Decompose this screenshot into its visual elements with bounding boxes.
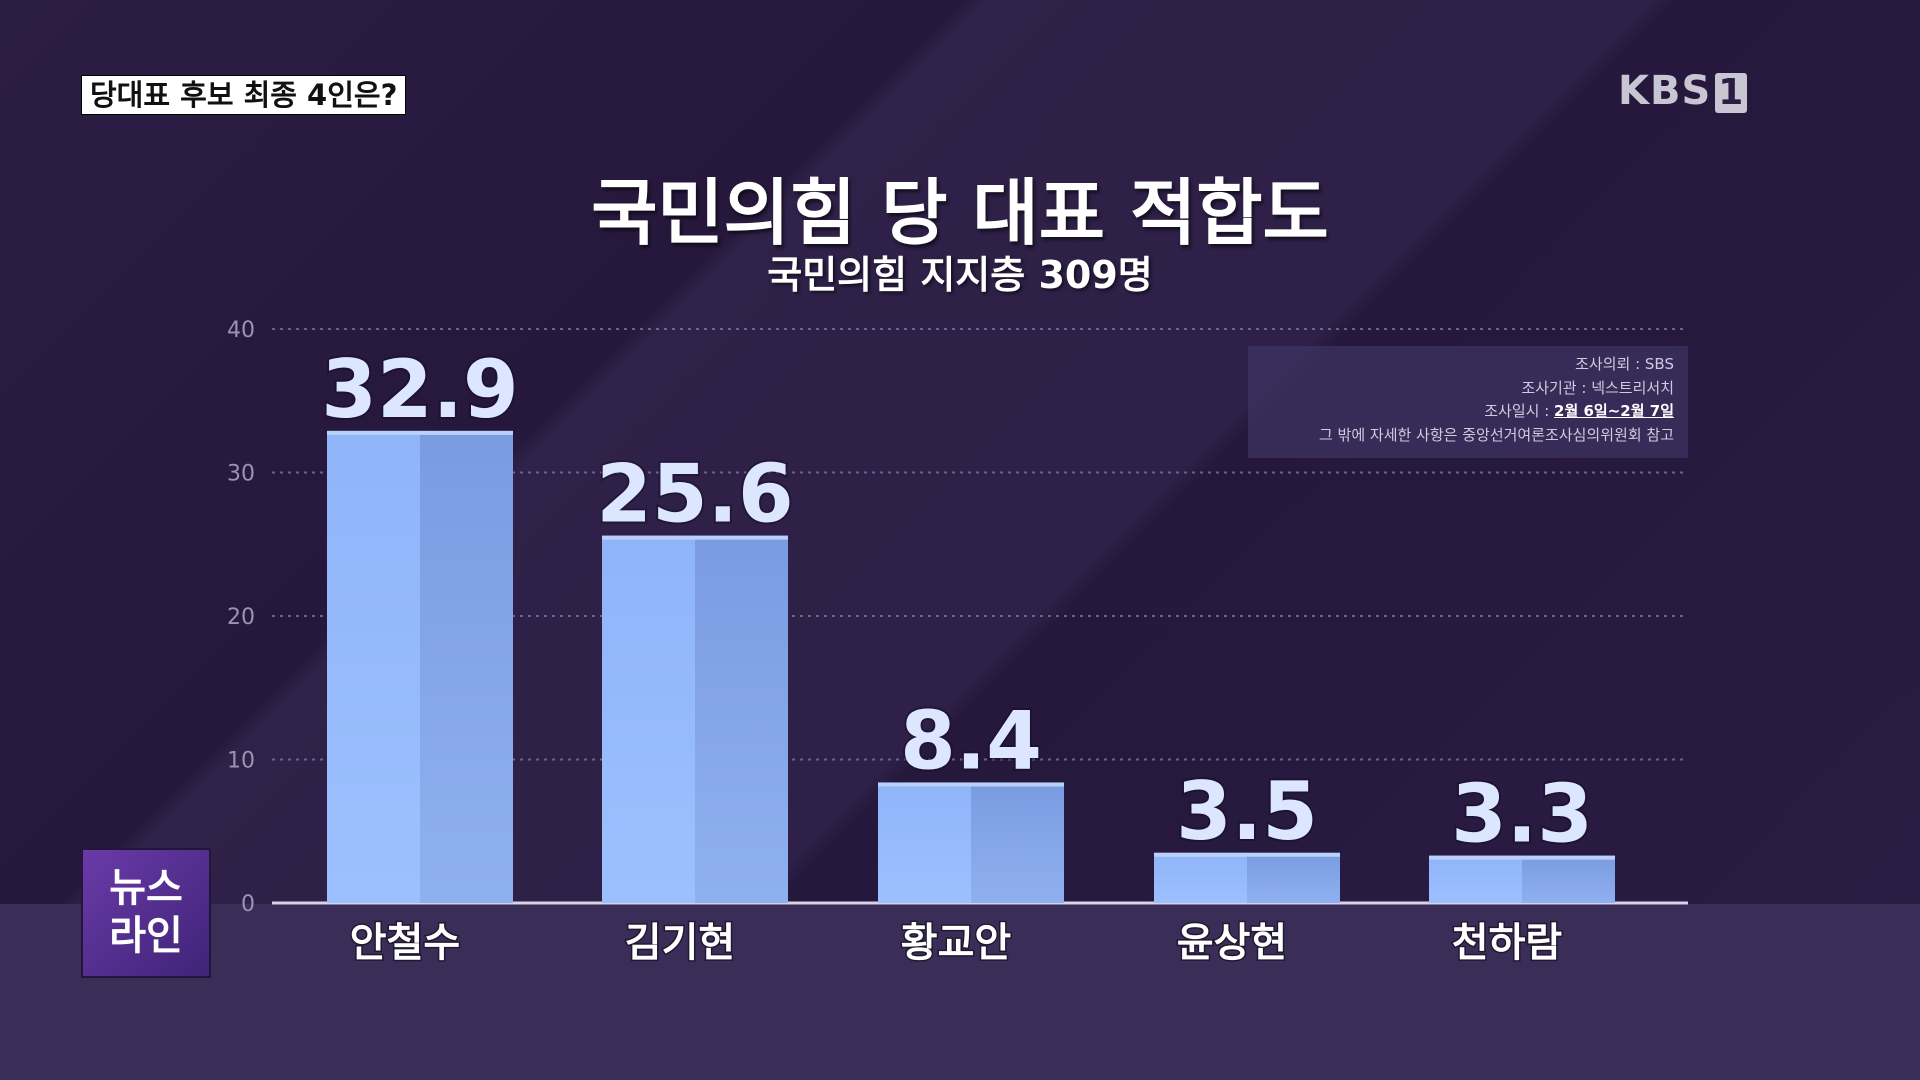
- bar-3-top-edge: [1154, 852, 1340, 857]
- bar-4-top-edge: [1429, 855, 1615, 860]
- bar-2-left: [878, 782, 971, 903]
- bar-3-left: [1154, 852, 1247, 903]
- y-tick-label-20: 20: [227, 605, 255, 630]
- chart-title: 국민의힘 당 대표 적합도: [591, 171, 1329, 255]
- info-requester: 조사의뢰 : SBS: [1575, 355, 1674, 373]
- newsline-badge: 뉴스 라인: [81, 848, 211, 978]
- bar-value-label-2: 8.4: [900, 694, 1042, 787]
- y-tick-label-0: 0: [241, 892, 255, 917]
- newsline-badge-line1: 뉴스: [109, 865, 183, 911]
- bar-1-top-edge: [602, 535, 788, 540]
- y-tick-label-40: 40: [227, 318, 255, 343]
- chart-subtitle: 국민의힘 지지층 309명: [767, 253, 1153, 297]
- bottom-band: [0, 904, 1920, 1080]
- kbs-logo: KBS 1: [1618, 68, 1764, 114]
- bar-4-right: [1522, 855, 1615, 903]
- bar-value-label-3: 3.5: [1176, 765, 1318, 858]
- info-dates-value: 2월 6일~2월 7일: [1554, 402, 1674, 420]
- bar-2-right: [971, 782, 1064, 903]
- topic-caption: 당대표 후보 최종 4인은?: [81, 75, 407, 115]
- kbs-logo-text: KBS: [1618, 68, 1712, 114]
- info-agency: 조사기관 : 넥스트리서치: [1521, 378, 1674, 397]
- newsline-badge-line2: 라인: [109, 913, 183, 959]
- bar-0-right: [420, 430, 513, 903]
- bar-0-top-edge: [327, 430, 513, 435]
- x-category-label-0: 안철수: [350, 920, 460, 966]
- x-category-label-4: 천하람: [1452, 920, 1563, 966]
- x-category-label-3: 윤상현: [1177, 920, 1287, 966]
- y-tick-label-10: 10: [227, 749, 255, 774]
- bar-0-left: [327, 430, 420, 903]
- bar-value-label-0: 32.9: [321, 343, 518, 436]
- bar-1-left: [602, 535, 695, 903]
- x-category-label-2: 황교안: [901, 920, 1012, 966]
- y-tick-label-30: 30: [227, 462, 255, 487]
- bar-2-top-edge: [878, 782, 1064, 787]
- info-dates: 조사일시 : 2월 6일~2월 7일: [1262, 400, 1674, 424]
- kbs-logo-number: 1: [1715, 73, 1748, 113]
- info-note: 그 밖에 자세한 사항은 중앙선거여론조사심의위원회 참고: [1318, 425, 1674, 444]
- bar-value-label-1: 25.6: [596, 448, 793, 541]
- survey-info-box: 조사의뢰 : SBS 조사기관 : 넥스트리서치 조사일시 : 2월 6일~2월…: [1248, 346, 1688, 458]
- x-category-label-1: 김기현: [625, 920, 735, 966]
- bar-3-right: [1247, 852, 1340, 903]
- bar-value-label-4: 3.3: [1451, 768, 1593, 861]
- bar-4-left: [1429, 855, 1522, 903]
- bar-1-right: [695, 535, 788, 903]
- info-dates-label: 조사일시 :: [1484, 402, 1555, 420]
